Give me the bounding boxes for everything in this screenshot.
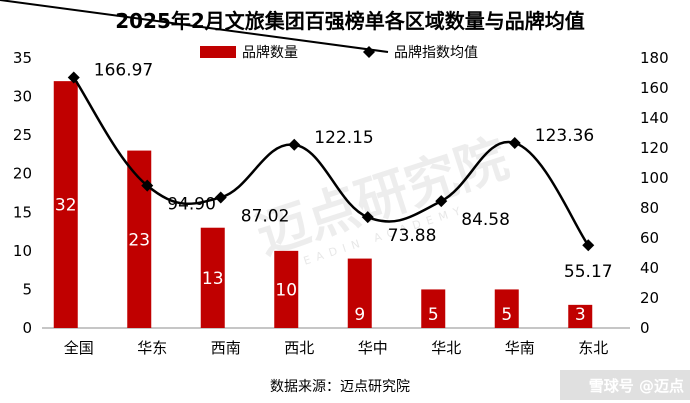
left-tick-label: 5 bbox=[22, 280, 32, 298]
bar-value-label: 3 bbox=[575, 305, 586, 325]
left-tick-label: 0 bbox=[22, 319, 32, 337]
right-tick-label: 0 bbox=[640, 319, 650, 337]
right-tick-label: 180 bbox=[640, 49, 669, 67]
bar-value-label: 32 bbox=[55, 196, 77, 216]
right-tick-label: 120 bbox=[640, 139, 669, 157]
line-value-label: 166.97 bbox=[94, 61, 153, 81]
legend-bar-swatch bbox=[200, 46, 236, 58]
bar bbox=[568, 304, 593, 328]
line-value-label: 123.36 bbox=[535, 126, 594, 146]
line-marker bbox=[214, 191, 227, 204]
bar-value-label: 9 bbox=[354, 305, 365, 325]
right-tick-label: 100 bbox=[640, 169, 669, 187]
x-tick-label: 华南 bbox=[505, 339, 535, 357]
bar-value-label: 23 bbox=[128, 230, 150, 250]
legend-line-swatch bbox=[0, 0, 389, 53]
bar bbox=[53, 81, 78, 329]
bar-value-label: 13 bbox=[202, 269, 224, 289]
right-axis: 0 20 40 60 80 100 120 140 160 180 bbox=[640, 49, 669, 337]
bar-value-label: 10 bbox=[275, 280, 297, 300]
bar bbox=[274, 250, 299, 328]
line-value-label: 84.58 bbox=[461, 210, 510, 230]
right-tick-label: 160 bbox=[640, 79, 669, 97]
source-note: 数据来源：迈点研究院 bbox=[270, 379, 410, 395]
bar bbox=[347, 258, 372, 328]
right-tick-label: 140 bbox=[640, 109, 669, 127]
bar-series bbox=[53, 81, 593, 329]
x-tick-label: 华中 bbox=[358, 339, 388, 357]
left-tick-label: 30 bbox=[13, 88, 32, 106]
line-data-labels: 166.97 94.90 87.02 122.15 73.88 84.58 123.36 55… bbox=[94, 61, 613, 283]
left-tick-label: 10 bbox=[13, 242, 32, 260]
x-tick-label: 西北 bbox=[284, 339, 314, 357]
corner-watermark-bg bbox=[560, 370, 690, 400]
line-value-label: 94.90 bbox=[167, 195, 216, 215]
line-markers bbox=[67, 71, 595, 252]
legend: 品牌数量 品牌指数均值 bbox=[0, 0, 478, 61]
left-tick-label: 15 bbox=[13, 203, 32, 221]
bar-value-label: 5 bbox=[428, 305, 439, 325]
legend-bar-label: 品牌数量 bbox=[242, 44, 298, 61]
line-value-label: 87.02 bbox=[241, 206, 290, 226]
line-marker bbox=[288, 138, 301, 151]
corner-watermark: 雪球号 @迈点 bbox=[589, 377, 684, 395]
x-tick-label: 西南 bbox=[211, 339, 241, 357]
legend-line-label: 品牌指数均值 bbox=[394, 44, 478, 61]
line-marker bbox=[361, 211, 374, 224]
x-axis: 全国 华东 西南 西北 华中 华北 华南 东北 bbox=[64, 339, 609, 357]
left-tick-label: 35 bbox=[13, 49, 32, 67]
right-tick-label: 60 bbox=[640, 229, 659, 247]
watermark-text: 迈点研究院 bbox=[250, 129, 516, 266]
line-marker bbox=[141, 179, 154, 192]
line-marker bbox=[67, 71, 80, 84]
chart-title: 2025年2月文旅集团百强榜单各区域数量与品牌均值 bbox=[115, 9, 585, 33]
bar bbox=[421, 289, 446, 328]
bar-value-label: 5 bbox=[501, 305, 512, 325]
line-value-label: 73.88 bbox=[388, 226, 437, 246]
line-marker bbox=[508, 136, 521, 149]
bar bbox=[200, 227, 225, 328]
right-tick-label: 40 bbox=[640, 259, 659, 277]
x-tick-label: 东北 bbox=[578, 339, 608, 357]
x-tick-label: 华东 bbox=[137, 339, 167, 357]
bar bbox=[494, 289, 519, 328]
line-marker bbox=[435, 195, 448, 208]
line-marker bbox=[582, 239, 595, 252]
right-tick-label: 20 bbox=[640, 289, 659, 307]
line-value-label: 122.15 bbox=[314, 128, 373, 148]
line-value-label: 55.17 bbox=[564, 262, 613, 282]
x-tick-label: 全国 bbox=[64, 339, 94, 357]
bar-data-labels: 32 23 13 10 9 5 5 3 bbox=[55, 196, 586, 325]
right-tick-label: 80 bbox=[640, 199, 659, 217]
left-tick-label: 20 bbox=[13, 165, 32, 183]
legend-line-marker bbox=[363, 46, 375, 58]
left-axis: 0 5 10 15 20 25 30 35 bbox=[13, 49, 32, 337]
x-tick-label: 华北 bbox=[431, 339, 461, 357]
left-tick-label: 25 bbox=[13, 126, 32, 144]
